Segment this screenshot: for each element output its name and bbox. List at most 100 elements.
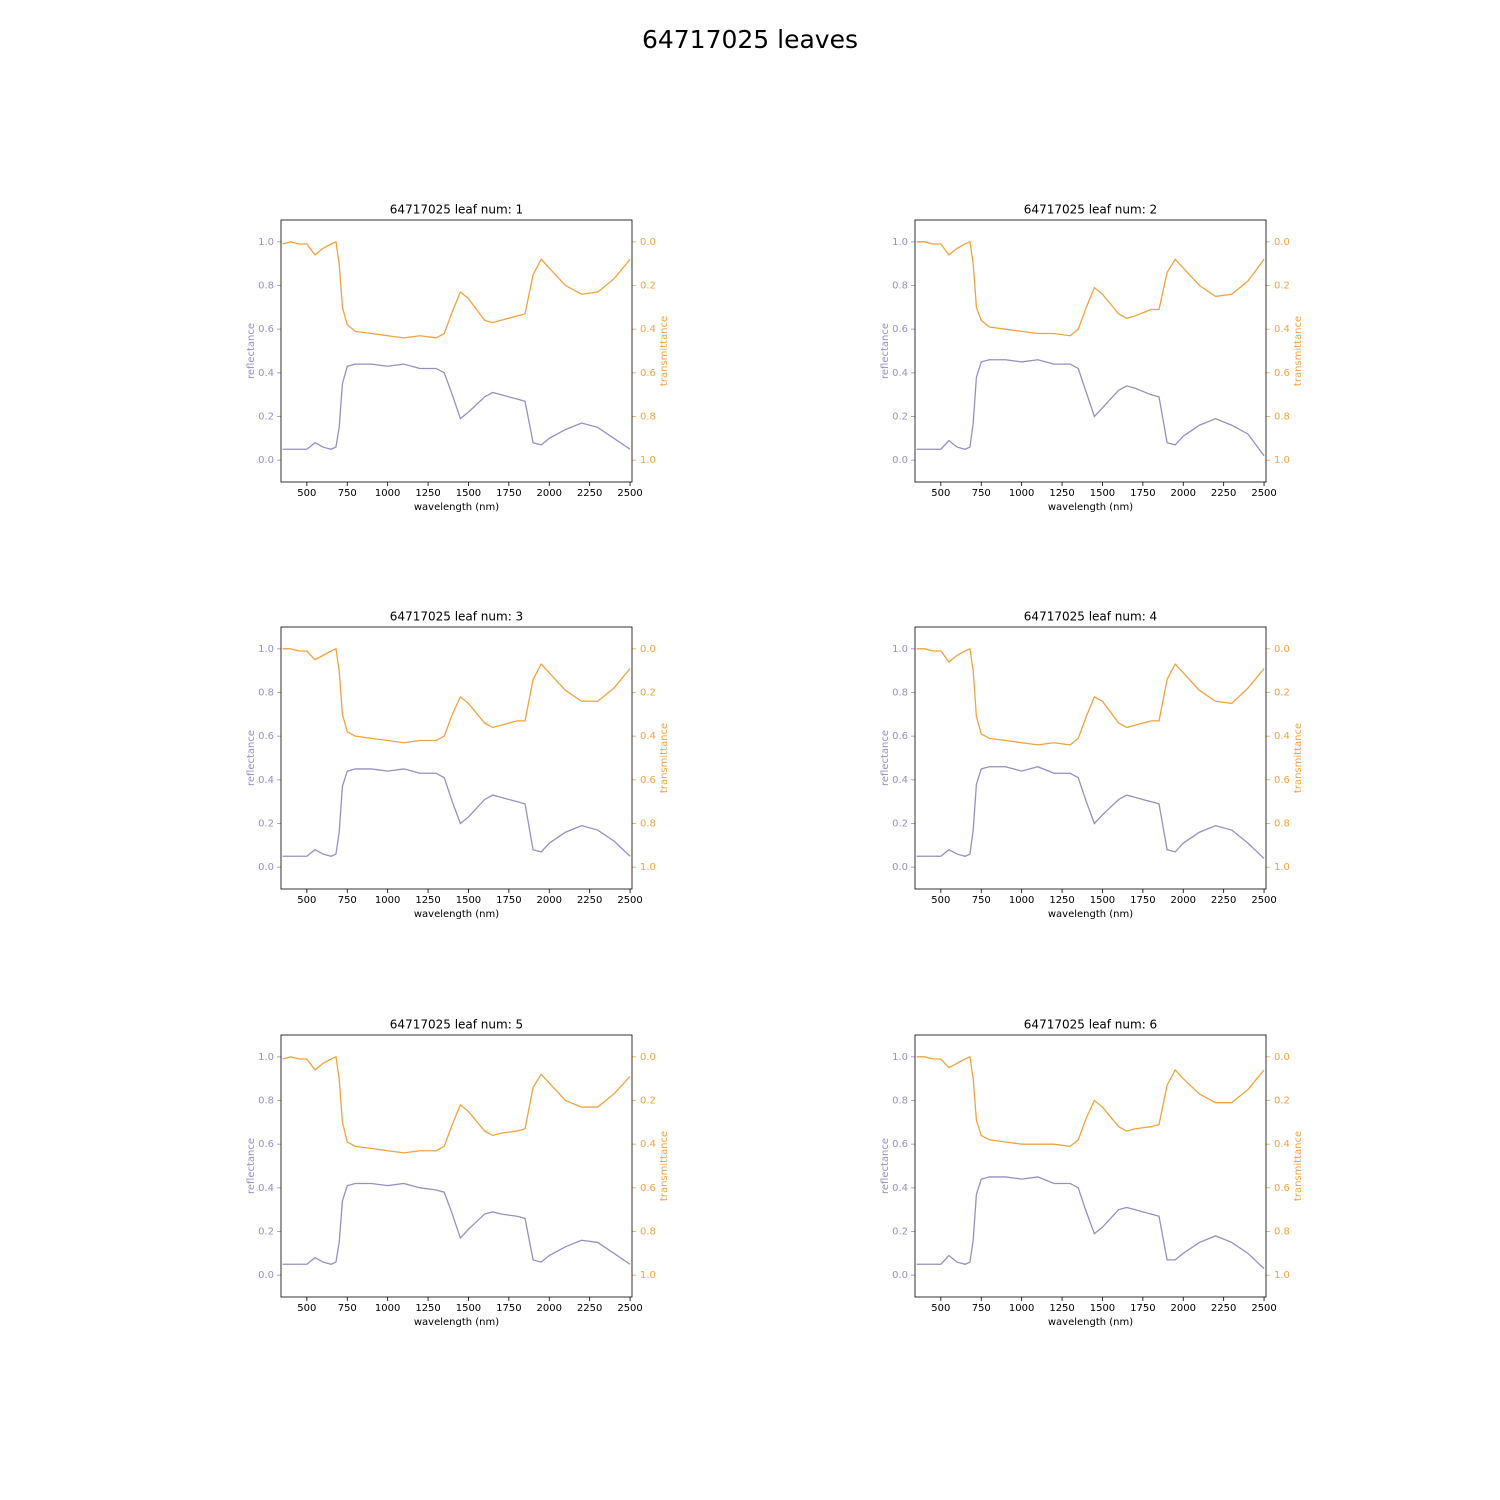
- y2-tick-label: 0.4: [1274, 731, 1290, 742]
- data-line: [282, 1182, 631, 1265]
- y2-tick-label: 0.8: [1274, 412, 1290, 423]
- y-tick-label: 1.0: [258, 237, 274, 248]
- x-tick-label: 1250: [415, 488, 440, 499]
- subplot-title: 64717025 leaf num: 4: [1024, 610, 1157, 624]
- y2-tick-label: 0.8: [640, 1227, 656, 1238]
- y-tick-label: 0.2: [892, 819, 908, 830]
- y-tick-label: 0.2: [258, 412, 274, 423]
- y-axis-label: reflectance: [246, 323, 257, 379]
- x-axis-label: wavelength (nm): [1048, 502, 1133, 513]
- x-tick-label: 2250: [1211, 1303, 1236, 1314]
- x-tick-label: 2250: [577, 895, 602, 906]
- x-tick-label: 1750: [1130, 1303, 1155, 1314]
- x-tick-label: 2000: [537, 895, 562, 906]
- x-tick-label: 1000: [375, 895, 400, 906]
- x-tick-label: 2500: [1251, 895, 1276, 906]
- y2-tick-label: 0.4: [640, 731, 656, 742]
- y-tick-label: 0.6: [258, 731, 274, 742]
- y2-tick-label: 1.0: [1274, 862, 1290, 873]
- x-axis-label: wavelength (nm): [414, 1317, 499, 1328]
- y-tick-label: 0.4: [258, 775, 274, 786]
- x-tick-label: 500: [297, 488, 316, 499]
- x-tick-label: 1250: [415, 1303, 440, 1314]
- x-tick-label: 500: [931, 1303, 950, 1314]
- x-tick-label: 500: [297, 895, 316, 906]
- x-tick-label: 1000: [1009, 488, 1034, 499]
- y-tick-label: 0.4: [892, 368, 908, 379]
- x-tick-label: 2000: [1171, 1303, 1196, 1314]
- x-tick-label: 2000: [537, 1303, 562, 1314]
- x-tick-label: 1500: [1090, 488, 1115, 499]
- y-tick-label: 0.2: [258, 819, 274, 830]
- y2-tick-label: 0.2: [1274, 281, 1290, 292]
- x-tick-label: 2000: [1171, 488, 1196, 499]
- y-tick-label: 0.2: [892, 412, 908, 423]
- x-tick-label: 1500: [456, 488, 481, 499]
- y-axis-label: reflectance: [880, 730, 891, 786]
- data-line: [916, 647, 1265, 746]
- x-tick-label: 2500: [1251, 1303, 1276, 1314]
- y-tick-label: 0.8: [258, 281, 274, 292]
- data-line: [282, 768, 631, 857]
- plot-frame: [914, 1034, 1267, 1298]
- y2-tick-label: 0.4: [640, 324, 656, 335]
- x-tick-label: 750: [338, 895, 357, 906]
- data-line: [916, 359, 1265, 457]
- data-line: [282, 363, 631, 450]
- y2-tick-label: 0.6: [1274, 368, 1290, 379]
- y-tick-label: 1.0: [892, 644, 908, 655]
- y-tick-label: 0.6: [892, 731, 908, 742]
- y2-tick-label: 0.2: [640, 281, 656, 292]
- y2-tick-label: 0.6: [640, 1183, 656, 1194]
- subplot: 64717025 leaf num: 4 500 750 1000 1250 1500 17…: [880, 610, 1304, 921]
- y2-tick-label: 0.0: [640, 644, 656, 655]
- data-line: [282, 1055, 631, 1154]
- y2-tick-label: 1.0: [1274, 1270, 1290, 1281]
- subplot: 64717025 leaf num: 5 500 750 1000 1250 1500 17…: [246, 1018, 670, 1329]
- data-line: [916, 240, 1265, 337]
- y-tick-label: 1.0: [258, 1052, 274, 1063]
- x-tick-label: 750: [972, 488, 991, 499]
- subplot: 64717025 leaf num: 6 500 750 1000 1250 1500 17…: [880, 1018, 1304, 1329]
- x-tick-label: 750: [338, 1303, 357, 1314]
- y2-tick-label: 0.0: [640, 237, 656, 248]
- y2-tick-label: 0.6: [640, 368, 656, 379]
- y2-tick-label: 0.6: [1274, 1183, 1290, 1194]
- subplot: 64717025 leaf num: 2 500 750 1000 1250 1500 17…: [880, 203, 1304, 514]
- y-tick-label: 0.2: [258, 1227, 274, 1238]
- y-tick-label: 0.0: [258, 1270, 274, 1281]
- subplot-title: 64717025 leaf num: 5: [390, 1018, 523, 1032]
- x-tick-label: 1750: [496, 895, 521, 906]
- y2-tick-label: 0.0: [1274, 237, 1290, 248]
- subplot: 64717025 leaf num: 3 500 750 1000 1250 1500 17…: [246, 610, 670, 921]
- x-tick-label: 1500: [1090, 895, 1115, 906]
- x-tick-label: 2000: [1171, 895, 1196, 906]
- x-tick-label: 1000: [375, 488, 400, 499]
- y2-axis-label: transmittance: [659, 316, 670, 386]
- y2-tick-label: 0.8: [1274, 1227, 1290, 1238]
- y-axis-label: reflectance: [880, 323, 891, 379]
- plot-frame: [280, 219, 633, 483]
- x-tick-label: 1500: [456, 1303, 481, 1314]
- data-line: [282, 647, 631, 744]
- y-tick-label: 0.8: [258, 1096, 274, 1107]
- y-tick-label: 0.8: [892, 1096, 908, 1107]
- x-tick-label: 1250: [415, 895, 440, 906]
- y-tick-label: 0.0: [892, 1270, 908, 1281]
- y-tick-label: 0.0: [258, 455, 274, 466]
- x-tick-label: 500: [931, 895, 950, 906]
- y-tick-label: 0.6: [892, 324, 908, 335]
- x-axis-label: wavelength (nm): [414, 909, 499, 920]
- y2-tick-label: 0.8: [640, 819, 656, 830]
- y2-axis-label: transmittance: [1293, 316, 1304, 386]
- y-tick-label: 0.6: [258, 1139, 274, 1150]
- y-tick-label: 0.0: [892, 455, 908, 466]
- y2-axis-label: transmittance: [1293, 723, 1304, 793]
- subplot-title: 64717025 leaf num: 3: [390, 610, 523, 624]
- y2-tick-label: 0.0: [1274, 644, 1290, 655]
- plot-frame: [280, 1034, 633, 1298]
- y-tick-label: 0.4: [892, 1183, 908, 1194]
- y-axis-label: reflectance: [246, 730, 257, 786]
